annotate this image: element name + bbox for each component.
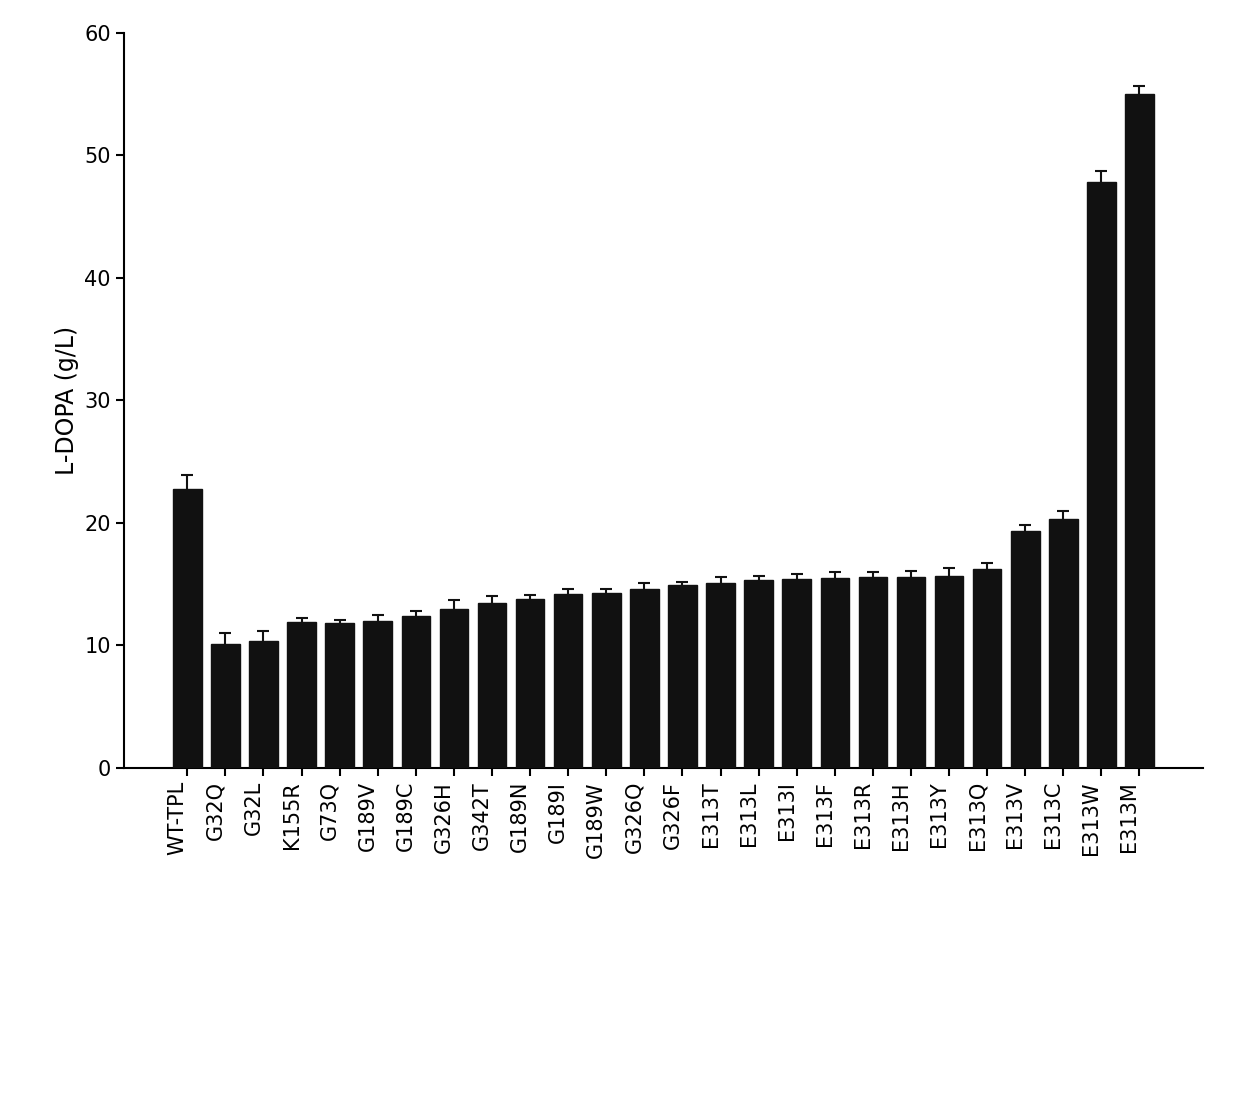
Bar: [554, 593, 583, 768]
Bar: [440, 609, 469, 768]
Bar: [174, 488, 202, 768]
Bar: [211, 644, 239, 768]
Bar: [630, 589, 658, 768]
Bar: [516, 599, 544, 768]
Bar: [935, 576, 963, 768]
Bar: [744, 580, 773, 768]
Bar: [668, 586, 697, 768]
Bar: [1125, 94, 1153, 768]
Bar: [782, 579, 811, 768]
Bar: [1049, 519, 1078, 768]
Bar: [858, 577, 887, 768]
Bar: [1087, 182, 1116, 768]
Bar: [973, 569, 1002, 768]
Bar: [325, 623, 353, 768]
Y-axis label: L-DOPA (g/L): L-DOPA (g/L): [55, 326, 78, 475]
Bar: [363, 621, 392, 768]
Bar: [1011, 531, 1039, 768]
Bar: [402, 617, 430, 768]
Bar: [897, 577, 925, 768]
Bar: [477, 602, 506, 768]
Bar: [821, 578, 849, 768]
Bar: [288, 622, 316, 768]
Bar: [249, 641, 278, 768]
Bar: [591, 592, 620, 768]
Bar: [707, 583, 735, 768]
